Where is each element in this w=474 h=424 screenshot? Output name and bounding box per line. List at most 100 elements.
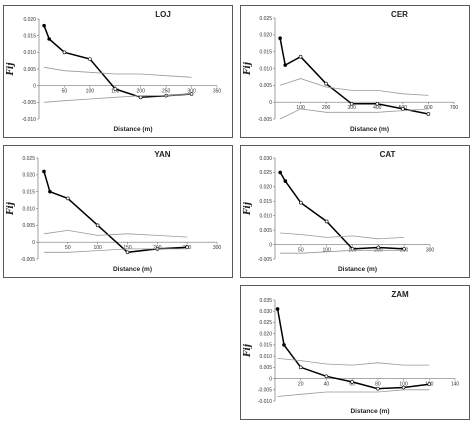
y-tick-label: 0.025 (259, 16, 272, 22)
y-tick-label: 0.010 (259, 354, 272, 360)
y-tick-label: 0.015 (259, 343, 272, 349)
data-point (95, 223, 100, 228)
y-tick-label: 0.020 (259, 185, 272, 191)
y-tick-label: 0.010 (259, 66, 272, 72)
y-tick-label: 0 (269, 242, 272, 248)
y-tick-label: 0 (33, 83, 36, 89)
x-tick-label: 350 (213, 89, 222, 95)
x-tick-label: 50 (65, 245, 71, 251)
y-axis-label: Fij (6, 62, 16, 77)
y-tick-label: 0.010 (259, 214, 272, 220)
y-tick-label: 0.020 (23, 17, 36, 23)
observed-fij-line (276, 308, 430, 390)
y-tick-label: 0.020 (259, 33, 272, 39)
y-tick-label: -0.005 (21, 257, 35, 263)
chart-panel-cer: CER -0.005 0 0.005 0.010 0.015 0.020 0.025 100 20… (240, 5, 470, 138)
chart-title: LOJ (155, 10, 171, 19)
y-tick-label: 0.010 (22, 206, 35, 212)
chart-title: ZAM (391, 290, 409, 299)
y-axis-label: Fij (243, 343, 253, 358)
data-point (48, 189, 52, 194)
data-point (299, 200, 303, 205)
data-point (283, 179, 288, 183)
x-tick-label: 50 (298, 248, 304, 254)
x-tick-label: 100 (296, 105, 305, 111)
data-point (324, 374, 329, 379)
data-point (42, 169, 46, 174)
data-point (401, 107, 405, 111)
confidence-upper-line (277, 358, 430, 366)
data-point (42, 23, 46, 28)
chart-cer: CER -0.005 0 0.005 0.010 0.015 0.020 0.025 100 20… (243, 10, 459, 133)
data-point (401, 385, 406, 390)
x-tick-label: 300 (187, 89, 196, 95)
x-tick-label: 100 (86, 89, 95, 95)
y-axis-label: Fij (243, 201, 253, 216)
y-tick-label: 0.005 (23, 67, 36, 73)
chart-yan: YAN -0.005 0 0.005 0.010 0.015 0.020 0.025 50 100… (6, 150, 222, 273)
data-point (62, 50, 67, 55)
y-tick-label: -0.010 (258, 399, 272, 405)
x-tick-label: 100 (322, 248, 331, 254)
chart-zam: ZAM -0.010 -0.005 0 0.005 0.010 0.015 0.020 0.02… (243, 290, 459, 415)
x-axis-label: Distance (m) (350, 126, 389, 133)
data-point (426, 112, 431, 116)
y-tick-label: 0.015 (23, 33, 36, 39)
data-point (185, 245, 189, 250)
data-point (324, 219, 329, 224)
x-axis-label: Distance (m) (113, 126, 152, 133)
observed-fij-line (43, 25, 192, 99)
data-point (376, 245, 381, 250)
x-tick-label: 100 (399, 382, 408, 388)
y-tick-label: 0.035 (259, 298, 272, 304)
x-tick-label: 150 (123, 245, 132, 251)
data-point (283, 63, 288, 67)
y-tick-label: 0.005 (259, 365, 272, 371)
data-point (88, 57, 92, 61)
y-tick-label: 0.015 (22, 189, 35, 195)
y-tick-label: 0.005 (259, 83, 272, 89)
confidence-upper-line (43, 229, 188, 238)
x-tick-label: 600 (424, 105, 433, 111)
y-tick-label: 0.015 (259, 49, 272, 55)
data-point (278, 36, 282, 41)
x-tick-label: 700 (450, 105, 459, 111)
chart-panel-loj: LOJ -0.010 -0.005 0 0.005 0.010 0.015 0.020 50 10… (3, 5, 233, 138)
y-tick-label: 0.005 (22, 223, 35, 229)
x-tick-label: 300 (426, 248, 435, 254)
x-tick-label: 80 (375, 382, 381, 388)
confidence-upper-line (280, 232, 405, 240)
x-tick-label: 300 (348, 105, 357, 111)
y-tick-label: 0.025 (22, 156, 35, 162)
y-tick-label: -0.005 (258, 257, 272, 263)
confidence-upper-line (279, 78, 429, 96)
data-point (375, 102, 380, 106)
confidence-lower-line (44, 248, 188, 253)
x-tick-label: 300 (213, 245, 222, 251)
x-tick-label: 40 (324, 382, 330, 388)
y-tick-label: 0 (269, 100, 272, 106)
observed-fij-line (279, 38, 429, 115)
chart-title: CAT (380, 150, 396, 159)
y-tick-label: -0.005 (258, 117, 272, 123)
data-point (66, 196, 70, 201)
y-tick-label: 0.025 (259, 320, 272, 326)
data-point (324, 81, 328, 86)
observed-fij-line (43, 171, 188, 254)
x-axis-label: Distance (m) (338, 266, 377, 273)
confidence-lower-line (279, 108, 429, 120)
x-axis-label: Distance (m) (350, 408, 389, 415)
data-point (376, 386, 380, 391)
chart-title: CER (391, 10, 408, 19)
data-point (282, 343, 286, 347)
confidence-lower-line (277, 389, 430, 397)
y-tick-label: 0.030 (259, 156, 272, 162)
y-tick-label: 0.030 (259, 309, 272, 315)
y-tick-label: -0.005 (258, 388, 272, 394)
x-tick-label: 400 (373, 105, 382, 111)
chart-title: YAN (154, 150, 170, 159)
data-point (350, 380, 354, 384)
x-tick-label: 250 (162, 89, 171, 95)
y-tick-label: 0 (32, 240, 35, 246)
y-tick-label: 0.010 (23, 50, 36, 56)
